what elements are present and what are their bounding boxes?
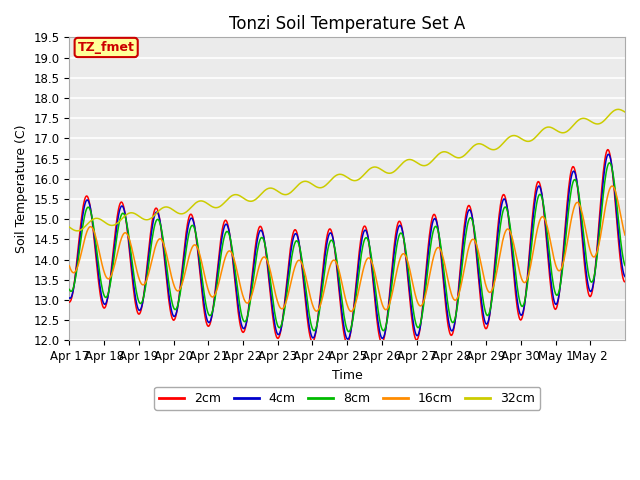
- X-axis label: Time: Time: [332, 369, 363, 382]
- Y-axis label: Soil Temperature (C): Soil Temperature (C): [15, 125, 28, 253]
- Text: TZ_fmet: TZ_fmet: [77, 41, 134, 54]
- Legend: 2cm, 4cm, 8cm, 16cm, 32cm: 2cm, 4cm, 8cm, 16cm, 32cm: [154, 387, 540, 410]
- Title: Tonzi Soil Temperature Set A: Tonzi Soil Temperature Set A: [229, 15, 465, 33]
